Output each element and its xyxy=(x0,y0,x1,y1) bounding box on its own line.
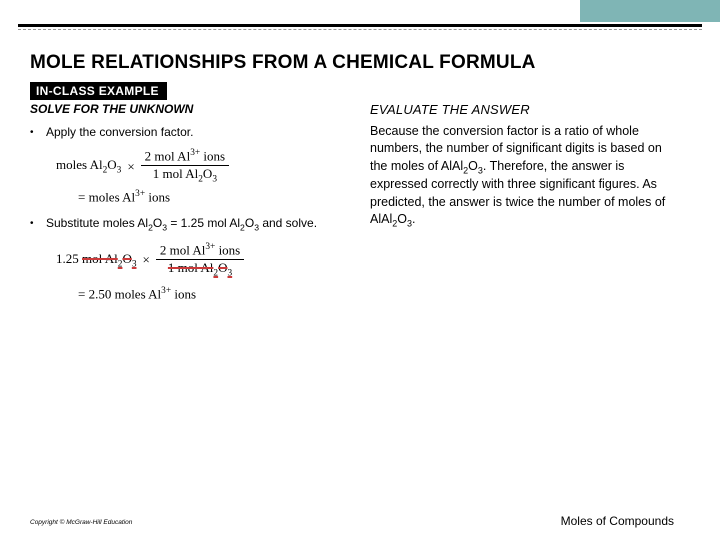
fraction-numerator-2: 2 mol Al3+ ions xyxy=(156,242,244,260)
fraction-numerator: 2 mol Al3+ ions xyxy=(141,148,229,166)
bullet-substitute: • Substitute moles Al2O3 = 1.25 mol Al2O… xyxy=(30,215,350,234)
right-column: EVALUATE THE ANSWER Because the conversi… xyxy=(370,102,680,230)
evaluate-heading: EVALUATE THE ANSWER xyxy=(370,102,680,117)
bullet-dot: • xyxy=(30,124,46,140)
eq2-result: = 2.50 moles Al3+ ions xyxy=(78,286,196,302)
bullet-apply-text: Apply the conversion factor. xyxy=(46,124,193,140)
eq-lead: moles Al2O3 xyxy=(56,158,121,176)
bullet-dot: • xyxy=(30,215,46,234)
fraction-denominator-2: 1 mol Al2O3 xyxy=(164,260,236,279)
bullet-apply: • Apply the conversion factor. xyxy=(30,124,350,140)
header-rule-thick xyxy=(18,24,702,27)
strike-unit: mol Al2O3 xyxy=(82,251,137,266)
header-accent xyxy=(580,0,720,22)
header-rule-dashed xyxy=(18,29,702,30)
bullet-substitute-text: Substitute moles Al2O3 = 1.25 mol Al2O3 … xyxy=(46,215,317,234)
strike-unit-den: 1 mol Al2O3 xyxy=(168,260,232,275)
solve-heading: SOLVE FOR THE UNKNOWN xyxy=(30,102,350,116)
example-tag: IN-CLASS EXAMPLE xyxy=(30,82,167,100)
page-title: MOLE RELATIONSHIPS FROM A CHEMICAL FORMU… xyxy=(30,52,536,74)
conversion-fraction-2: 2 mol Al3+ ions 1 mol Al2O3 xyxy=(156,242,244,280)
conversion-fraction: 2 mol Al3+ ions 1 mol Al2O3 xyxy=(141,148,229,186)
equation-generic: moles Al2O3 × 2 mol Al3+ ions 1 mol Al2O… xyxy=(56,148,350,205)
evaluate-body: Because the conversion factor is a ratio… xyxy=(370,123,680,230)
eq2-lead: 1.25 mol Al2O3 xyxy=(56,252,137,270)
left-column: SOLVE FOR THE UNKNOWN • Apply the conver… xyxy=(30,102,350,312)
times-sign: × xyxy=(127,160,134,175)
chem-formula: Al2O3 xyxy=(452,159,483,173)
footer-section-label: Moles of Compounds xyxy=(561,514,674,528)
times-sign: × xyxy=(143,253,150,268)
chem-formula: Al2O3 xyxy=(381,212,412,226)
eq-result: = moles Al3+ ions xyxy=(78,189,170,205)
footer-copyright: Copyright © McGraw-Hill Education xyxy=(30,519,132,526)
equation-numeric: 1.25 mol Al2O3 × 2 mol Al3+ ions 1 mol A… xyxy=(56,242,350,302)
header-band xyxy=(0,0,720,28)
fraction-denominator: 1 mol Al2O3 xyxy=(149,166,221,185)
